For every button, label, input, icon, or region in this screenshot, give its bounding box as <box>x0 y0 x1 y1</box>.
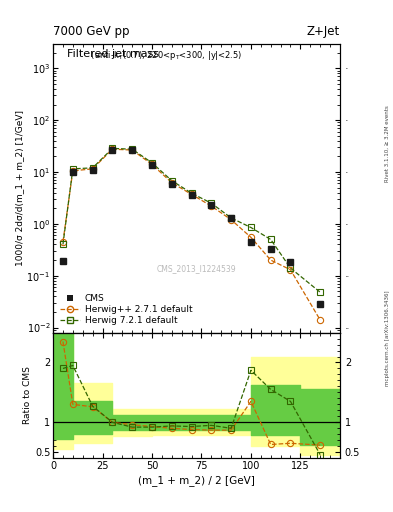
Text: 7000 GeV pp: 7000 GeV pp <box>53 26 130 38</box>
Y-axis label: Ratio to CMS: Ratio to CMS <box>23 367 32 424</box>
Legend: CMS, Herwig++ 2.7.1 default, Herwig 7.2.1 default: CMS, Herwig++ 2.7.1 default, Herwig 7.2.… <box>57 291 195 328</box>
Text: Filtered jet mass: Filtered jet mass <box>68 49 160 59</box>
Text: CMS_2013_I1224539: CMS_2013_I1224539 <box>157 265 236 273</box>
Text: (anti-k$_\mathrm{T}$(0.7), 220<p$_\mathrm{T}$<300, |y|<2.5): (anti-k$_\mathrm{T}$(0.7), 220<p$_\mathr… <box>68 49 242 62</box>
Text: mcplots.cern.ch [arXiv:1306.3436]: mcplots.cern.ch [arXiv:1306.3436] <box>385 290 389 386</box>
Text: Rivet 3.1.10, ≥ 3.2M events: Rivet 3.1.10, ≥ 3.2M events <box>385 105 389 182</box>
Y-axis label: 1000/σ 2dσ/d(m_1 + m_2) [1/GeV]: 1000/σ 2dσ/d(m_1 + m_2) [1/GeV] <box>15 110 24 266</box>
X-axis label: (m_1 + m_2) / 2 [GeV]: (m_1 + m_2) / 2 [GeV] <box>138 475 255 486</box>
Text: Z+Jet: Z+Jet <box>307 26 340 38</box>
